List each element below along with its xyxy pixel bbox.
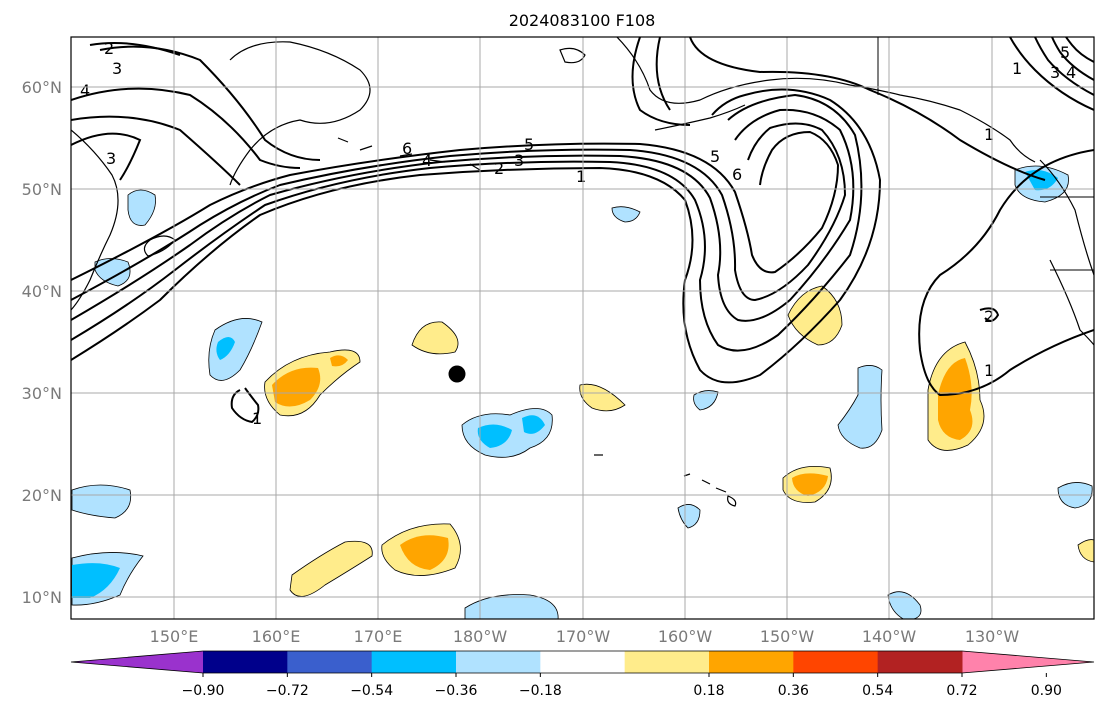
lon-label: 160°W [658,627,713,646]
contour-label: 2 [984,307,994,326]
contour-label: 4 [80,81,90,100]
contour-label: 6 [402,139,412,158]
contour-label: 5 [524,135,534,154]
colorbar-tick-label: 0.18 [693,683,724,699]
positive-anomaly-region [289,540,373,597]
lon-label: 170°W [556,627,611,646]
contour-label: 4 [1066,63,1076,82]
colorbar-segment [540,651,626,673]
strong-negative-anomaly-region [216,337,235,360]
lon-label: 150°W [760,627,815,646]
borders [877,37,1094,271]
strong-positive-anomaly-region [938,358,973,440]
negative-anomaly-region [677,504,701,529]
positive-anomaly-region [411,321,459,355]
contour-label: 6 [732,165,742,184]
negative-anomaly-region [127,189,156,226]
lat-label: 10°N [22,588,62,607]
negative-anomaly-region [837,365,883,449]
lat-label: 30°N [22,384,62,403]
strong-negative-anomaly-region [477,424,512,448]
colorbar-tick-label: −0.18 [519,683,562,699]
contour-label: 3 [514,151,524,170]
contour-label: 5 [1060,43,1070,62]
strong-negative-anomaly-region [72,563,120,598]
strong-positive-anomaly-region [272,367,321,407]
colorbar-tick-label: −0.72 [266,683,309,699]
colorbar-segment [877,651,963,673]
colorbar-extend-low [71,651,203,673]
colorbar-segment [456,651,541,673]
lon-label: 130°W [965,627,1020,646]
map-area: 2 3 4 3 6 4 5 3 2 1 5 6 1 1 2 5 3 4 1 1 [71,37,1094,619]
lat-label: 50°N [22,180,62,199]
lon-label: 180°W [453,627,508,646]
colorbar-tick-label: 0.90 [1031,683,1062,699]
lat-label: 20°N [22,486,62,505]
map-title: 2024083100 F108 [509,11,656,30]
positive-anomaly-region [1077,539,1094,563]
strong-negative-anomaly-region [1025,170,1058,191]
strong-positive-anomaly-region [400,535,449,570]
contour-label: 1 [1012,59,1022,78]
contour-label: 3 [1050,63,1060,82]
longitude-labels: 150°E 160°E 170°E 180°W 170°W 160°W 150°… [150,627,1020,646]
contour-label: 3 [112,59,122,78]
negative-anomaly-region [693,390,719,411]
latitude-labels: 60°N 50°N 40°N 30°N 20°N 10°N [22,78,62,607]
lat-label: 40°N [22,282,62,301]
colorbar: −0.90 −0.72 −0.54 −0.36 −0.18 0.18 0.36 0.54 0.7… [70,650,1095,699]
positive-anomaly-region [787,285,843,346]
colorbar-tick-label: −0.90 [182,683,225,699]
colorbar-tick-label: 0.54 [862,683,893,699]
strong-positive-anomaly-region [792,473,828,496]
location-marker [448,365,466,383]
negative-anomaly-region [208,318,263,381]
negative-anomaly-region [464,594,559,619]
positive-anomaly-region [579,383,626,412]
strong-negative-anomaly-region [522,415,545,434]
contour-label: 1 [984,361,994,380]
gridlines [71,37,1094,619]
contour-label: 1 [252,409,262,428]
colorbar-extend-high [962,651,1094,673]
lat-label: 60°N [22,78,62,97]
colorbar-segment [709,651,794,673]
colorbar-segment [287,651,373,673]
colorbar-tick-label: −0.54 [350,683,393,699]
contour-label: 1 [576,167,586,186]
contour-label: 5 [710,147,720,166]
colorbar-tick-label: −0.36 [435,683,478,699]
negative-anomaly-region [611,206,641,223]
lon-label: 160°E [252,627,301,646]
contour-label: 2 [104,39,114,58]
contour-label: 3 [106,149,116,168]
contour-label: 1 [984,125,994,144]
colorbar-segment [793,651,879,673]
colorbar-tick-label: 0.36 [778,683,809,699]
strong-positive-anomaly-region [330,355,348,367]
contour-labels: 2 3 4 3 6 4 5 3 2 1 5 6 1 1 2 5 3 4 1 1 [80,39,1076,428]
colorbar-segment [203,651,288,673]
contour-label: 4 [422,151,432,170]
colorbar-segment [371,651,457,673]
lon-label: 140°W [862,627,917,646]
negative-anomaly-region [71,484,132,519]
colorbar-tick-label: 0.72 [946,683,977,699]
lon-label: 150°E [150,627,199,646]
shaded-anomalies [71,165,1094,619]
map-frame [70,36,1095,620]
coastlines [71,37,1094,507]
lon-label: 170°E [354,627,403,646]
contour-label: 2 [494,159,504,178]
negative-anomaly-region [887,591,922,619]
contour-lines [71,37,1094,424]
colorbar-segment [624,651,710,673]
